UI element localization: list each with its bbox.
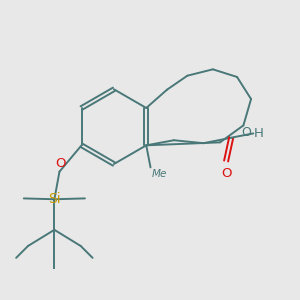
Text: Me: Me [152,169,168,179]
Text: O: O [221,167,231,180]
Text: H: H [254,127,264,140]
Text: Si: Si [48,192,61,206]
Text: O: O [55,157,66,169]
Text: O: O [241,126,251,139]
